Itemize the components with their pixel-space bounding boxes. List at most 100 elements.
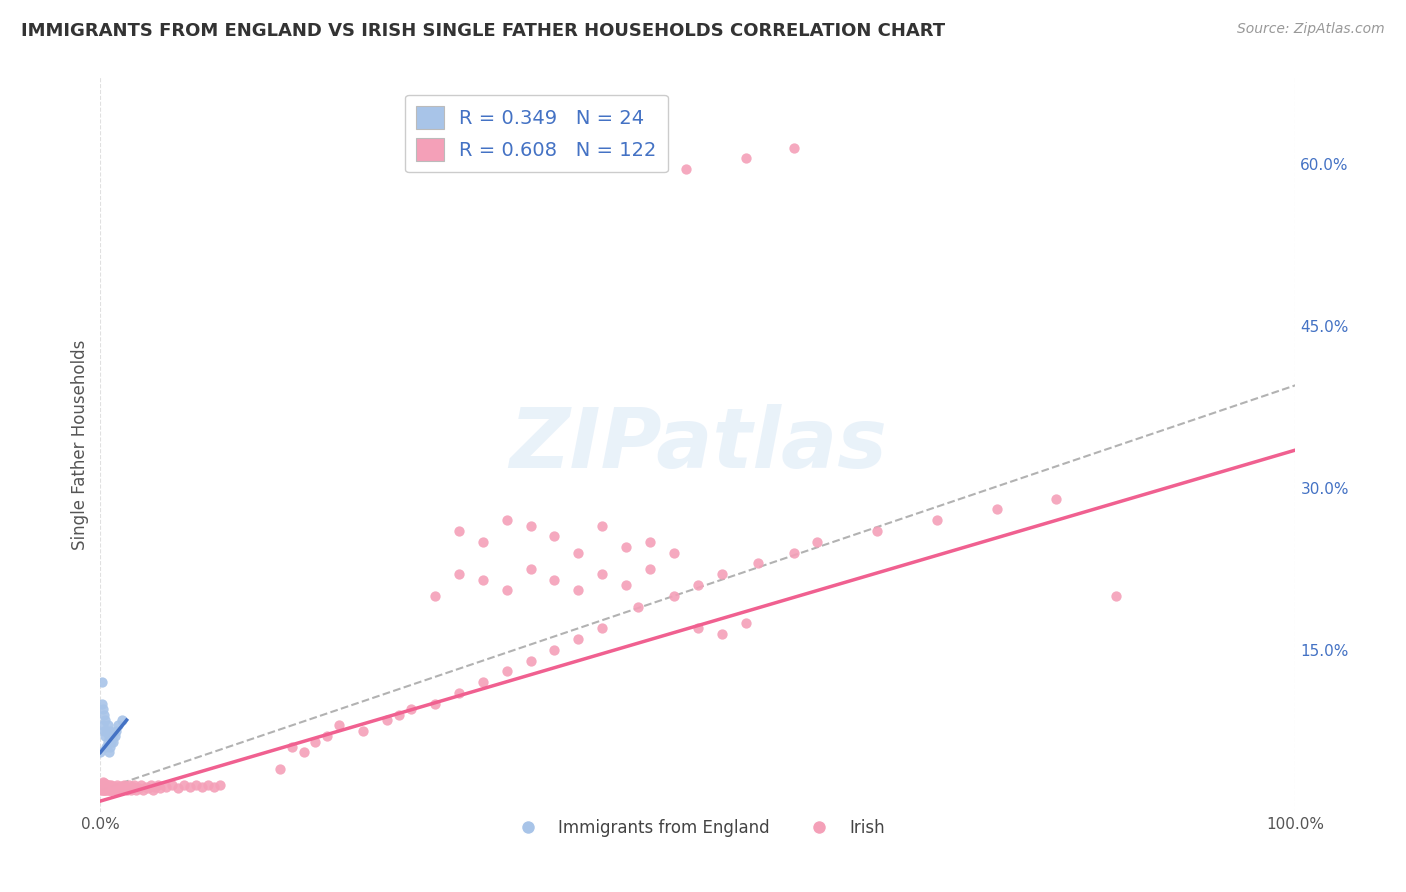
Point [143,780,166,794]
Point [89,783,111,797]
Text: ZIPatlas: ZIPatlas [509,404,887,485]
Point [104,723,127,738]
Point [93,723,115,738]
Point [129,778,152,792]
Point [675,162,697,177]
Point [96,783,118,797]
Point [91,783,114,797]
Point [447,524,470,538]
Point [100,734,122,748]
Point [495,665,517,679]
Point [638,534,661,549]
Point [662,546,685,560]
Point [614,578,637,592]
Point [567,583,589,598]
Point [375,713,398,727]
Point [146,778,169,792]
Point [471,675,494,690]
Point [734,152,756,166]
Point [112,778,135,792]
Point [686,621,709,635]
Point [121,780,143,794]
Point [96,783,118,797]
Point [591,567,613,582]
Point [111,713,134,727]
Point [89,746,111,760]
Point [139,778,162,792]
Point [96,780,118,794]
Point [423,697,446,711]
Point [471,534,494,549]
Point [627,599,650,614]
Point [103,734,125,748]
Point [184,778,207,792]
Point [105,778,128,792]
Point [155,780,177,794]
Point [93,780,115,794]
Point [352,723,374,738]
Point [114,781,136,796]
Point [110,779,132,793]
Point [96,777,118,791]
Point [94,783,117,797]
Point [316,729,339,743]
Point [96,740,118,755]
Point [388,707,411,722]
Point [101,779,124,793]
Point [108,781,131,796]
Point [142,783,165,797]
Point [710,567,733,582]
Point [399,702,422,716]
Point [662,589,685,603]
Point [98,723,121,738]
Point [128,781,150,796]
Point [112,780,135,794]
Point [90,783,112,797]
Point [98,740,121,755]
Point [925,513,948,527]
Text: Source: ZipAtlas.com: Source: ZipAtlas.com [1237,22,1385,37]
Point [97,778,120,792]
Point [97,746,120,760]
Point [103,781,125,796]
Point [90,675,112,690]
Point [173,778,195,792]
Point [94,781,117,796]
Point [280,740,302,755]
Point [495,513,517,527]
Point [747,557,769,571]
Y-axis label: Single Father Households: Single Father Households [72,340,89,549]
Point [208,778,231,792]
Point [638,562,661,576]
Point [117,780,139,794]
Point [591,518,613,533]
Point [328,718,350,732]
Point [202,780,225,794]
Point [519,562,541,576]
Point [519,518,541,533]
Point [104,729,127,743]
Point [567,632,589,646]
Legend: Immigrants from England, Irish: Immigrants from England, Irish [505,813,891,844]
Point [101,729,124,743]
Point [132,783,155,797]
Point [90,697,112,711]
Point [197,778,219,792]
Point [120,783,142,797]
Point [1045,491,1067,506]
Point [96,718,118,732]
Point [304,734,326,748]
Point [292,746,315,760]
Point [269,762,291,776]
Point [734,615,756,630]
Point [118,778,141,792]
Point [93,707,115,722]
Point [179,780,201,794]
Point [90,778,112,792]
Point [101,783,124,797]
Point [94,729,117,743]
Point [191,780,214,794]
Point [104,783,127,797]
Point [167,781,190,796]
Point [98,783,121,797]
